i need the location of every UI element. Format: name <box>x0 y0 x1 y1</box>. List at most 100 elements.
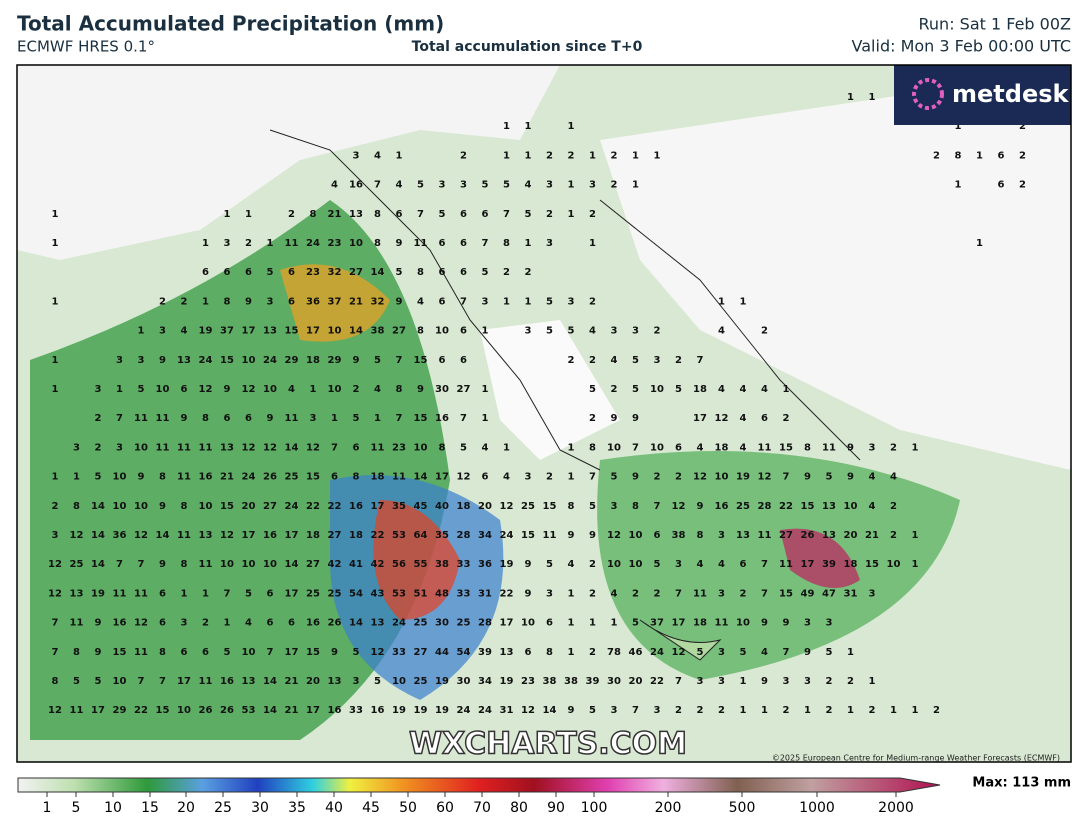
map-value: 3 <box>654 355 661 366</box>
map-value: 12 <box>521 705 535 716</box>
map-value: 8 <box>955 150 962 161</box>
map-value: 10 <box>521 618 535 629</box>
map-value: 26 <box>801 530 815 541</box>
map-value: 13 <box>263 326 277 337</box>
map-value: 2 <box>95 413 102 424</box>
map-value: 28 <box>478 618 492 629</box>
map-value: 12 <box>758 472 772 483</box>
map-value: 10 <box>435 326 449 337</box>
map-value: 19 <box>500 676 514 687</box>
map-value: 38 <box>543 676 557 687</box>
map-value: 45 <box>414 501 428 512</box>
map-value: 5 <box>589 384 596 395</box>
map-value: 5 <box>826 647 833 658</box>
map-value: 6 <box>181 384 188 395</box>
map-value: 10 <box>607 442 621 453</box>
map-value: 2 <box>675 472 682 483</box>
map-frame <box>16 64 1072 763</box>
map-value: 15 <box>220 501 234 512</box>
map-value: 6 <box>525 647 532 658</box>
map-value: 10 <box>736 618 750 629</box>
map-value: 12 <box>371 647 385 658</box>
map-value: 7 <box>761 588 768 599</box>
map-value: 1 <box>482 326 489 337</box>
map-value: 16 <box>220 676 234 687</box>
map-value: 24 <box>650 647 664 658</box>
map-value: 5 <box>95 472 102 483</box>
map-value: 1 <box>245 209 252 220</box>
map-value: 4 <box>288 384 295 395</box>
map-value: 7 <box>417 209 424 220</box>
map-value: 2 <box>245 238 252 249</box>
map-value: 53 <box>392 530 406 541</box>
map-value: 13 <box>500 647 514 658</box>
map-value: 2 <box>589 413 596 424</box>
map-value: 1 <box>525 150 532 161</box>
map-value: 5 <box>353 413 360 424</box>
map-value: 18 <box>844 559 858 570</box>
map-value: 6 <box>331 472 338 483</box>
map-value: 2 <box>546 150 553 161</box>
map-value: 2 <box>869 705 876 716</box>
map-value: 22 <box>500 588 514 599</box>
map-value: 1 <box>116 384 123 395</box>
map-value: 11 <box>758 442 772 453</box>
map-value: 5 <box>396 267 403 278</box>
map-value: 5 <box>73 676 80 687</box>
map-value: 3 <box>804 676 811 687</box>
map-value: 16 <box>328 705 342 716</box>
map-value: 35 <box>392 501 406 512</box>
map-value: 14 <box>285 559 299 570</box>
map-value: 1 <box>955 180 962 191</box>
map-value: 10 <box>650 442 664 453</box>
map-value: 33 <box>349 705 363 716</box>
map-value: 1 <box>52 238 59 249</box>
map-value: 1 <box>804 705 811 716</box>
map-value: 25 <box>736 501 750 512</box>
map-value: 6 <box>202 647 209 658</box>
map-value: 1 <box>138 326 145 337</box>
map-value: 53 <box>242 705 256 716</box>
map-value: 1 <box>482 413 489 424</box>
map-value: 5 <box>525 209 532 220</box>
map-value: 1 <box>267 238 274 249</box>
map-value: 10 <box>242 647 256 658</box>
map-value: 1 <box>310 384 317 395</box>
map-value: 11 <box>134 413 148 424</box>
map-value: 1 <box>589 150 596 161</box>
map-value: 1 <box>525 296 532 307</box>
map-value: 23 <box>521 676 535 687</box>
map-value: 13 <box>199 530 213 541</box>
map-value: 16 <box>715 501 729 512</box>
model: ECMWF HRES 0.1° <box>17 38 155 56</box>
map-value: 1 <box>718 296 725 307</box>
map-value: 19 <box>500 559 514 570</box>
map-value: 8 <box>417 326 424 337</box>
map-value: 27 <box>779 530 793 541</box>
map-value: 17 <box>285 530 299 541</box>
map-value: 2 <box>503 267 510 278</box>
map-value: 15 <box>779 588 793 599</box>
colorbar-label: 70 <box>473 800 491 816</box>
land-dry <box>17 65 560 260</box>
colorbar-label: 1000 <box>799 800 835 816</box>
map-value: 1 <box>740 296 747 307</box>
map-value: 22 <box>371 530 385 541</box>
map-value: 1 <box>912 530 919 541</box>
map-value: 11 <box>70 705 84 716</box>
map-value: 6 <box>224 267 231 278</box>
map-value: 21 <box>285 676 299 687</box>
land-dry <box>480 320 620 460</box>
map-value: 13 <box>177 355 191 366</box>
map-value: 20 <box>629 676 643 687</box>
map-value: 2 <box>159 296 166 307</box>
max-value: Max: 113 mm <box>972 776 1071 791</box>
map-value: 31 <box>500 705 514 716</box>
map-value: 3 <box>73 442 80 453</box>
map-value: 11 <box>285 413 299 424</box>
map-value: 3 <box>159 326 166 337</box>
map-value: 12 <box>693 472 707 483</box>
map-value: 11 <box>177 530 191 541</box>
map-value: 56 <box>392 559 406 570</box>
colorbar-ticks: 1 5 10 15 20 25 30 35 40 45 50 60 70 80 90 100 200 500 100… <box>43 792 914 816</box>
